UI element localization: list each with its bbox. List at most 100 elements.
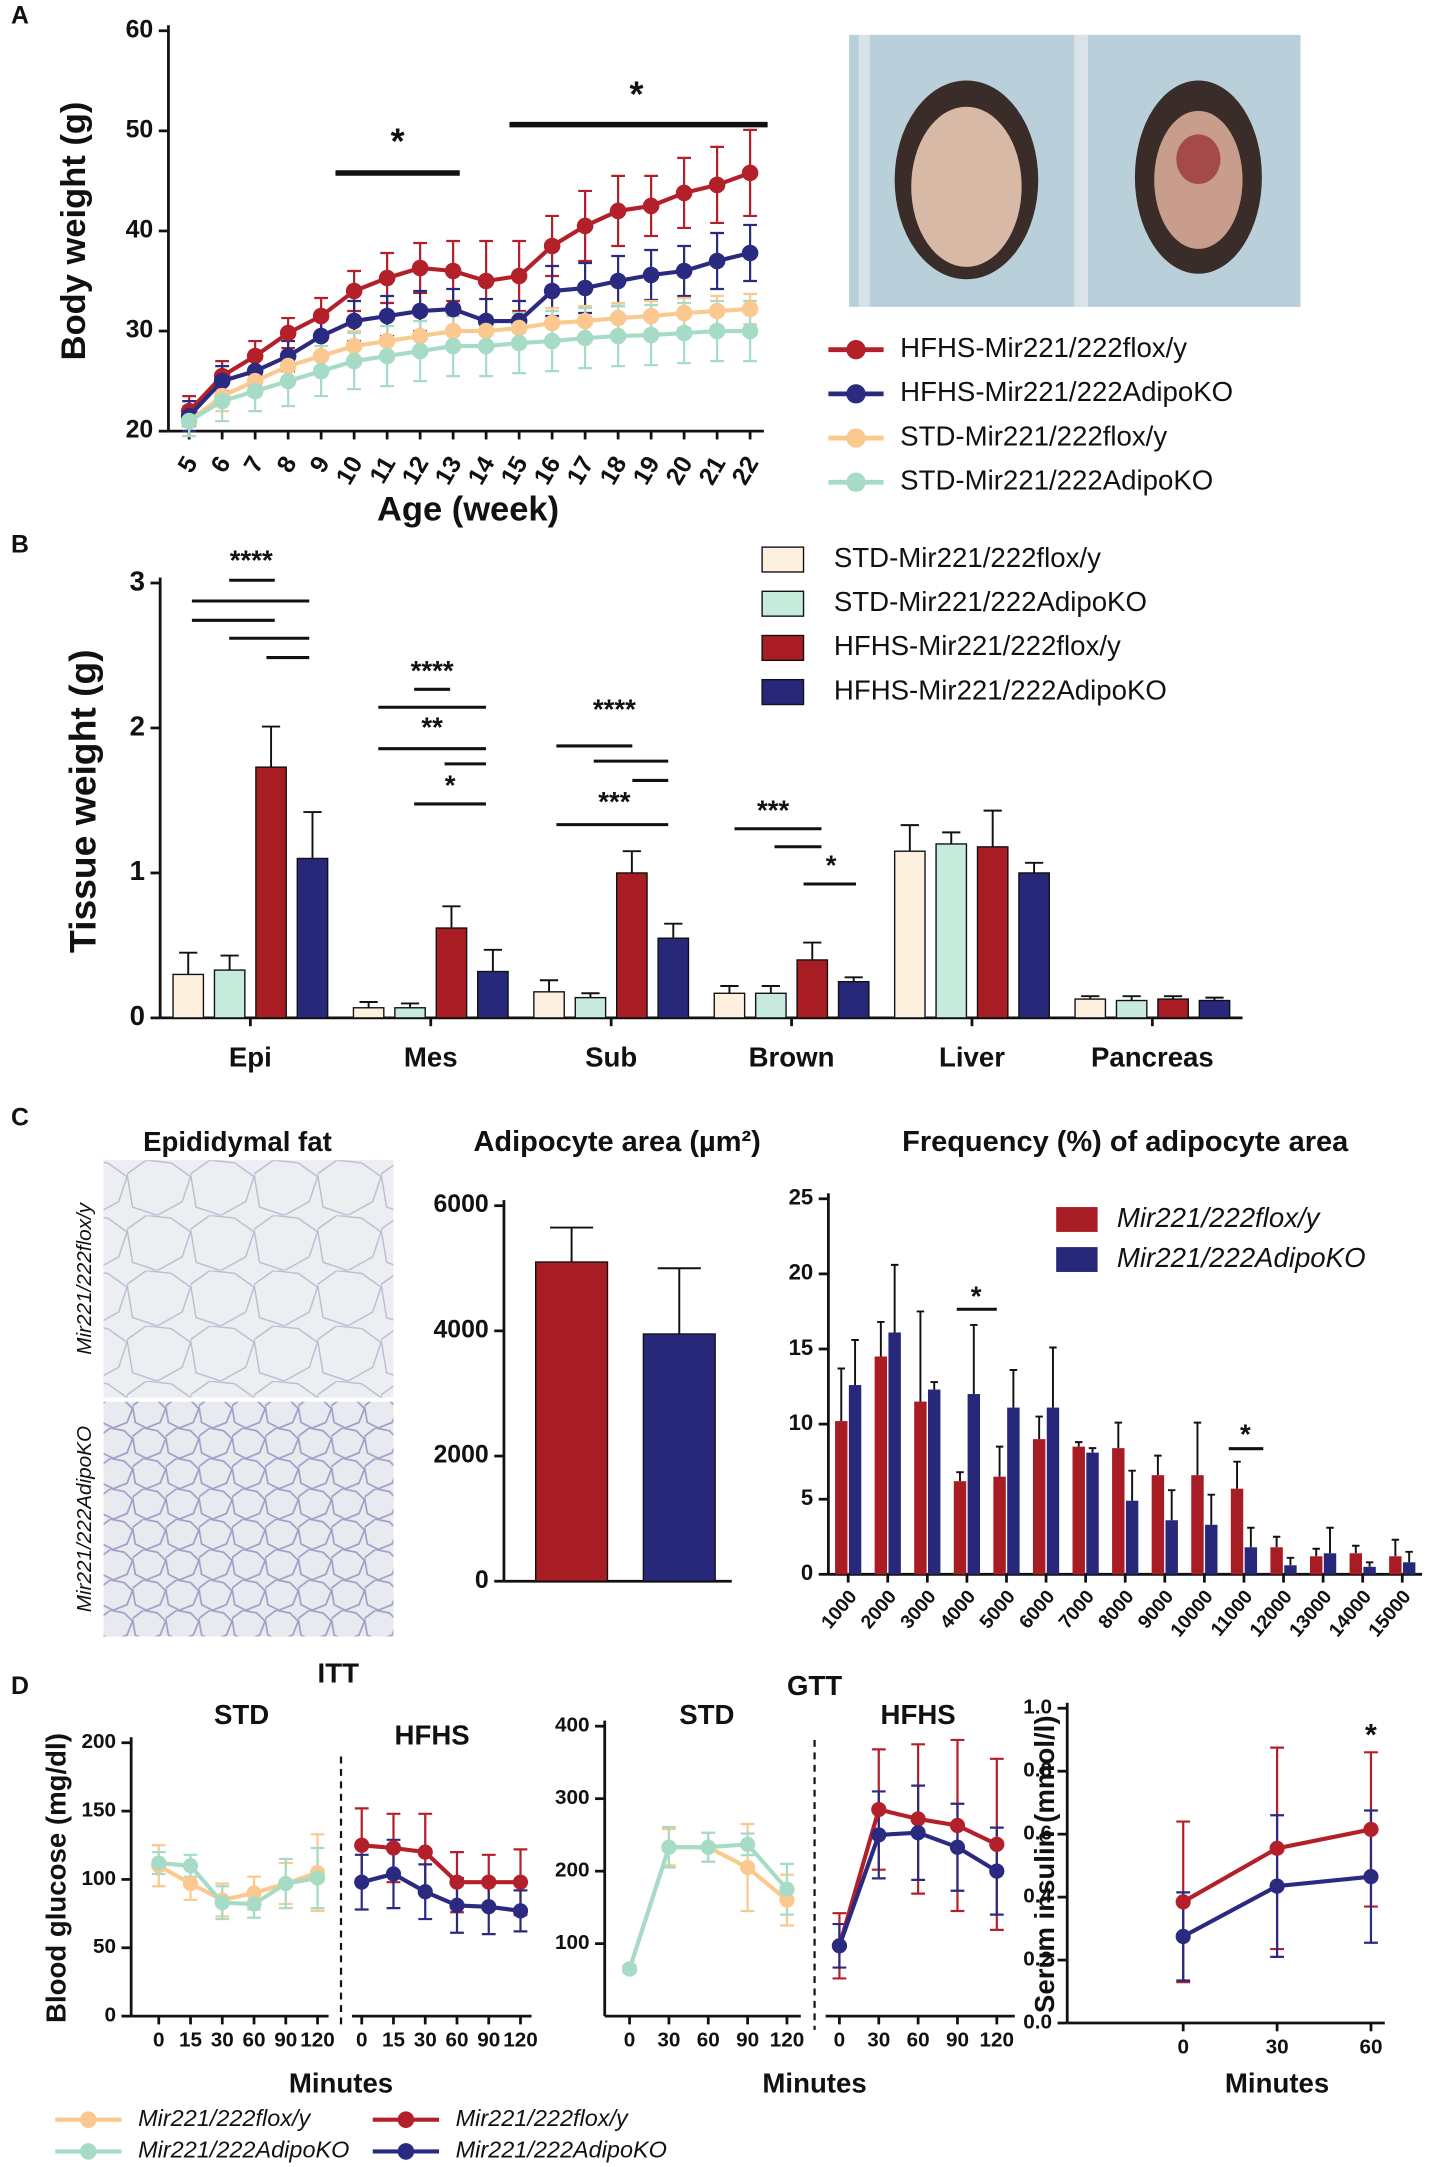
marker	[312, 327, 330, 345]
y-tick-label: 150	[81, 1799, 116, 1822]
error-bar	[1024, 861, 1044, 873]
marker	[576, 329, 594, 347]
y-axis-label: Blood glucose (mg/dl)	[40, 1733, 71, 2023]
marker	[246, 1885, 262, 1901]
marker	[512, 1874, 529, 1890]
y-tick-label: 0.0	[1023, 2010, 1052, 2033]
error-bar	[1167, 1489, 1176, 1521]
marker	[831, 1938, 848, 1954]
marker	[477, 272, 495, 290]
legend-marker	[846, 384, 866, 404]
legend-label: STD-Mir221/222AdipoKO	[900, 465, 1213, 496]
y-tick-label: 0.8	[1023, 1759, 1052, 1782]
histology-label: Mir221/222AdipoKO	[73, 1426, 96, 1612]
error-bar	[359, 1001, 378, 1008]
bar	[1389, 1556, 1402, 1575]
y-tick-label: 20	[789, 1260, 814, 1285]
marker	[378, 269, 396, 287]
panel-letter: D	[11, 1673, 29, 1700]
bar	[615, 872, 648, 1019]
error-bar	[1088, 1447, 1097, 1453]
x-tick-label: 14	[463, 452, 500, 490]
error-bar	[844, 976, 863, 982]
error-bar	[1312, 1547, 1320, 1557]
x-tick-label: 120	[300, 2028, 335, 2051]
bar	[1244, 1547, 1258, 1575]
marker	[741, 244, 759, 262]
y-tick-label: 0.2	[1023, 1948, 1052, 1971]
series-line	[627, 1842, 789, 1970]
panel-label: HFHS	[395, 1720, 470, 1751]
error-bar	[877, 1320, 885, 1357]
error-bar	[1207, 1493, 1216, 1525]
chart-title: ITT	[318, 1657, 360, 1688]
y-axis-label: Tissue weight (g)	[61, 649, 103, 953]
histology-label: Mir221/222flox/y	[73, 1201, 96, 1354]
marker	[312, 307, 330, 325]
bar	[477, 970, 509, 1019]
bar	[172, 973, 205, 1019]
marker	[910, 1811, 926, 1827]
bar	[796, 959, 829, 1019]
bar	[1074, 998, 1107, 1019]
y-tick-label: 4000	[433, 1316, 488, 1343]
x-tick-label: 90	[946, 2028, 969, 2051]
chart-title: Frequency (%) of adipocyte area	[902, 1126, 1349, 1158]
marker	[675, 262, 693, 280]
x-tick-label: 0	[1177, 2035, 1189, 2058]
y-tick-label: 3	[130, 565, 145, 596]
marker	[354, 1874, 370, 1890]
x-tick-label: Pancreas	[1091, 1042, 1214, 1073]
x-tick-label: 60	[907, 2028, 930, 2051]
significance: ***	[757, 795, 789, 826]
bar	[1205, 1524, 1218, 1575]
marker	[510, 267, 528, 285]
y-tick-label: 0.4	[1023, 1885, 1052, 1908]
error-bar	[1391, 1538, 1400, 1557]
y-tick-label: 5	[801, 1485, 813, 1510]
marker	[444, 322, 462, 340]
error-bar	[1114, 1421, 1123, 1449]
marker	[543, 314, 561, 332]
x-tick-label: 0	[624, 2028, 636, 2051]
x-tick-label: 120	[770, 2028, 805, 2051]
marker	[576, 279, 594, 297]
marker	[779, 1881, 795, 1897]
error-bar	[261, 725, 281, 768]
legend-marker	[397, 2143, 415, 2160]
error-bar	[622, 850, 641, 873]
error-bar	[539, 979, 559, 992]
y-tick-label: 20	[126, 417, 154, 444]
marker	[642, 197, 660, 215]
x-tick-label: Mes	[404, 1042, 458, 1073]
x-tick-label: 15	[179, 2028, 202, 2051]
series-line	[187, 170, 751, 413]
x-axis-label: Minutes	[762, 2067, 866, 2098]
x-axis-label: Age (week)	[377, 490, 559, 528]
y-tick-label: 200	[555, 1859, 590, 1882]
marker	[675, 324, 693, 342]
error-bar	[550, 1226, 594, 1263]
series-line	[627, 1845, 789, 1970]
marker	[642, 266, 660, 284]
marker	[1175, 1928, 1191, 1945]
legend-label: HFHS-Mir221/222AdipoKO	[900, 376, 1233, 407]
x-tick-label: 90	[477, 2028, 500, 2051]
x-tick-label: 13000	[1286, 1587, 1337, 1642]
x-tick-label: 6	[206, 452, 236, 477]
panel-letter: B	[11, 531, 29, 558]
bar	[848, 1385, 862, 1575]
marker	[246, 382, 264, 400]
x-tick-label: 14000	[1325, 1587, 1376, 1642]
significance: ***	[598, 786, 630, 817]
bar	[835, 1421, 848, 1575]
bar	[1032, 1439, 1046, 1575]
x-tick-label: 3000	[897, 1587, 941, 1633]
error-bar	[220, 954, 239, 971]
x-tick-label: 10000	[1167, 1587, 1218, 1642]
error-bar	[803, 941, 822, 960]
marker	[411, 327, 429, 345]
marker	[182, 1875, 199, 1892]
x-tick-label: 6000	[1016, 1587, 1060, 1633]
